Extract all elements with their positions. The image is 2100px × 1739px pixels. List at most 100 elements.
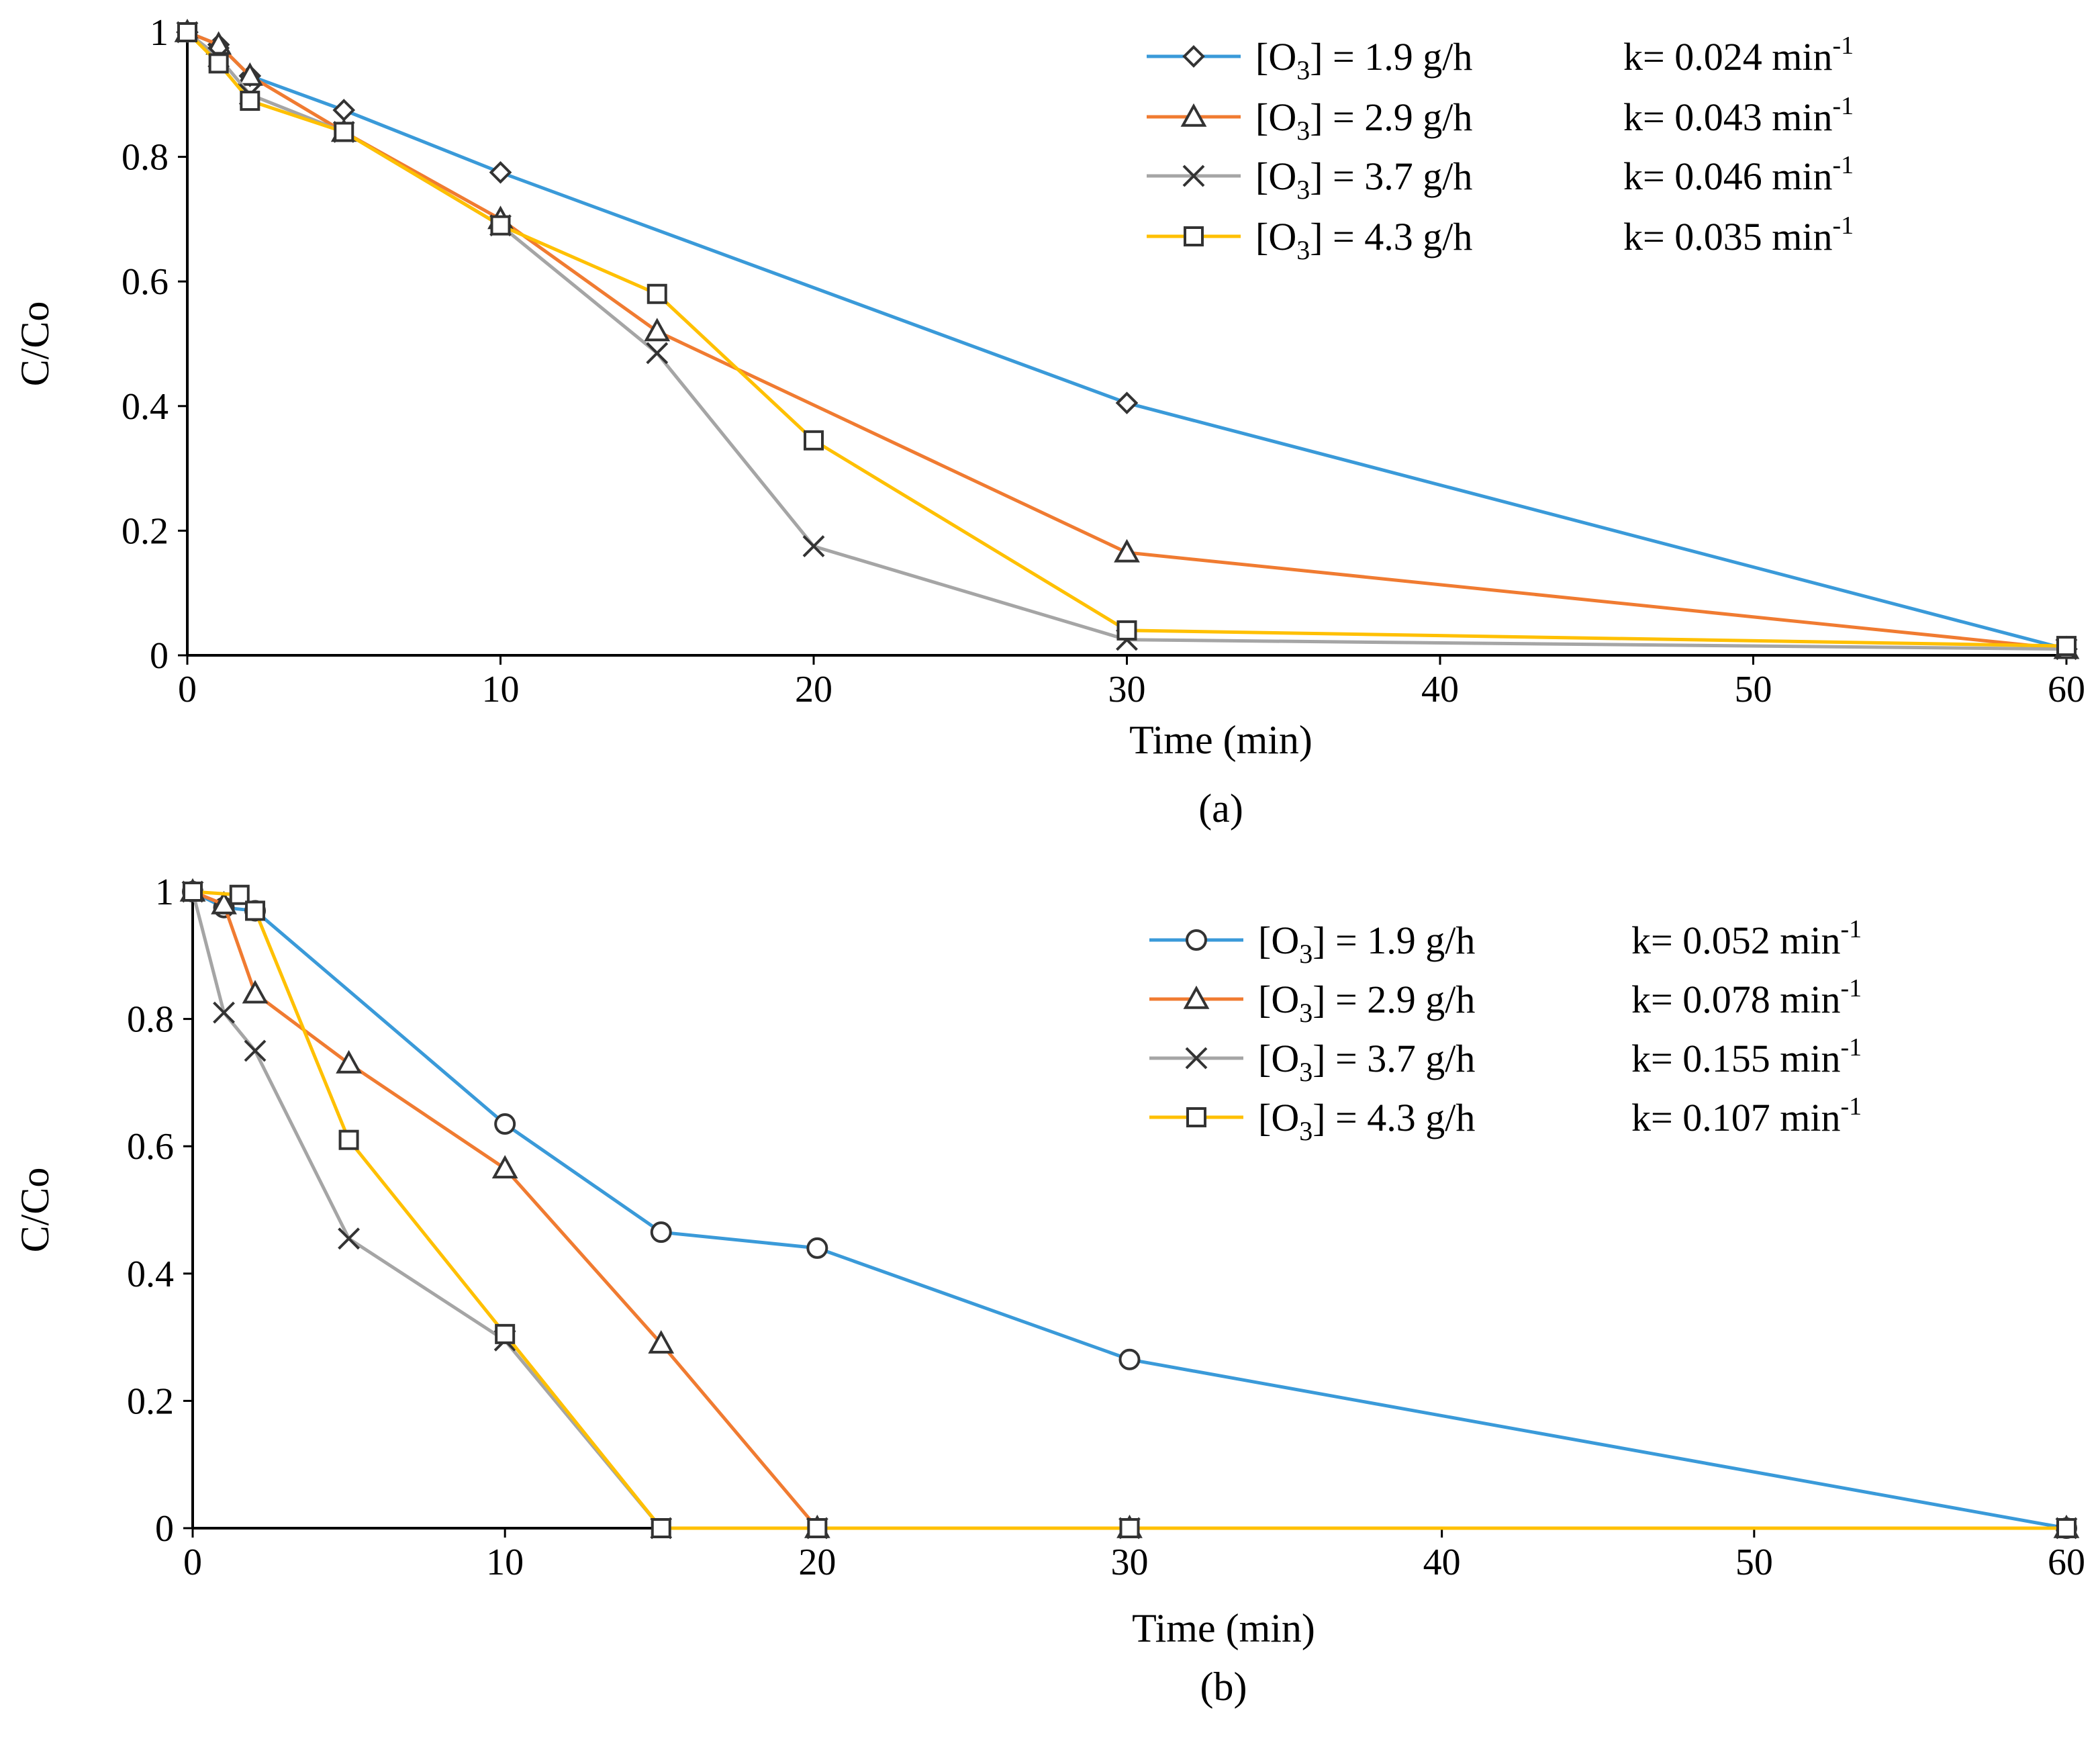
x-tick-label: 20 [795, 669, 832, 710]
legend-row-1: [O3] = 1.9 g/h k= 0.052 min-1 [1149, 915, 1862, 969]
series-3-point-stroke-2 [338, 1227, 360, 1250]
legend-row-3-k-part: k= 0.046 min [1623, 154, 1832, 198]
legend-row-3-k-superscript: -1 [1840, 1033, 1862, 1062]
series-2-point [491, 1155, 518, 1179]
legend-row-1: [O3] = 1.9 g/h k= 0.024 min-1 [1147, 32, 1854, 85]
legend-row-2-name-rest: ] = 2.9 g/h [1310, 95, 1472, 139]
y-tick-label: 0.8 [127, 999, 174, 1041]
legend-row-4: [O3] = 4.3 g/h k= 0.035 min-1 [1147, 211, 1854, 265]
legend-row-4-k-part: k= 0.107 min [1631, 1096, 1840, 1139]
legend-row-2: [O3] = 2.9 g/h k= 0.043 min-1 [1147, 92, 1854, 146]
legend-row-3-k-superscript: -1 [1832, 151, 1854, 179]
legend-row-4-k: k= 0.035 min-1 [1623, 211, 1854, 258]
legend-row-3-name-rest: ] = 3.7 g/h [1310, 154, 1472, 198]
legend-row-1-name-rest: ] = 1.9 g/h [1310, 35, 1472, 79]
legend-row-3-k: k= 0.155 min-1 [1631, 1033, 1862, 1080]
legend-row-2-k: k= 0.043 min-1 [1623, 92, 1854, 139]
series-4-point [2056, 1518, 2077, 1538]
x-tick-label: 50 [1735, 1542, 1773, 1583]
series-1-point [489, 160, 512, 184]
x-axis-title: Time (min) [1129, 718, 1312, 762]
legend-row-1-swatch-marker [1186, 929, 1207, 951]
y-tick-label: 0.6 [127, 1126, 174, 1168]
legend-row-1-name-subscript: 3 [1296, 55, 1310, 85]
series-3-point-stroke-2 [213, 1001, 235, 1024]
y-tick-label: 0.6 [122, 261, 169, 303]
legend-row-4-name: [O3] = 4.3 g/h [1255, 215, 1472, 265]
legend-row-4-k-superscript: -1 [1840, 1092, 1862, 1121]
series-4-point [651, 1518, 671, 1538]
legend-row-4-k: k= 0.107 min-1 [1631, 1092, 1862, 1139]
series-3-point [213, 1001, 235, 1024]
series-4-point [1119, 1518, 1140, 1538]
series-3-point [802, 535, 825, 558]
legend-row-1-swatch-marker [1182, 45, 1205, 68]
series-4-point [240, 91, 260, 111]
legend-row-1-name: [O3] = 1.9 g/h [1258, 919, 1475, 969]
legend-row-1-name-subscript: 3 [1299, 939, 1312, 969]
x-tick-label: 10 [486, 1542, 524, 1583]
legend-row-2-name: [O3] = 2.9 g/h [1255, 95, 1472, 146]
legend-row-4-name-part: [O [1255, 215, 1296, 258]
series-2-point [205, 31, 232, 55]
y-tick-label: 1 [155, 872, 174, 913]
legend-row-4: [O3] = 4.3 g/h k= 0.107 min-1 [1149, 1092, 1862, 1146]
series-3-point [244, 1039, 267, 1062]
x-tick-label: 60 [2048, 1542, 2085, 1583]
panel-label: (b) [1200, 1664, 1247, 1709]
series-4-point [490, 215, 511, 236]
legend-row-2-k: k= 0.078 min-1 [1631, 974, 1862, 1021]
series-1-point [1115, 391, 1139, 414]
legend-row-3-swatch-marker [1182, 164, 1205, 187]
panel-a-chart: 0 10 20 30 40 50 60 0 0.2 0.4 0.6 0.8 1 Time (min) C/C… [13, 12, 2085, 831]
series-1-point [494, 1113, 516, 1135]
legend-row-3-k: k= 0.046 min-1 [1623, 151, 1854, 198]
legend-row-2-name-rest: ] = 2.9 g/h [1312, 978, 1475, 1021]
x-tick-label: 10 [482, 669, 520, 710]
legend-row-2-name-part: [O [1258, 978, 1299, 1021]
series-4-point [183, 882, 203, 902]
series-2-point [211, 890, 237, 914]
series-3-point-stroke-2 [802, 535, 825, 558]
series-2-point [336, 1049, 362, 1074]
legend-row-2-name: [O3] = 2.9 g/h [1258, 978, 1475, 1028]
legend-row-1-name-rest: ] = 1.9 g/h [1312, 919, 1475, 962]
series-3-point-stroke-2 [646, 342, 669, 365]
series-4-point [245, 900, 266, 921]
legend-row-2-swatch-marker [1183, 985, 1210, 1009]
series-4-point [2056, 636, 2077, 657]
legend-row-2-name-part: [O [1255, 95, 1296, 139]
x-tick-label: 0 [178, 669, 197, 710]
series-3-point [646, 342, 669, 365]
x-tick-label: 50 [1735, 669, 1772, 710]
legend-row-3-swatch-marker-stroke-2 [1182, 164, 1205, 187]
x-tick-label: 60 [2048, 669, 2085, 710]
legend-row-1-k-superscript: -1 [1832, 32, 1854, 60]
y-tick-label: 0.2 [127, 1380, 174, 1422]
series-2-point [648, 1329, 675, 1354]
legend-row-4-k-superscript: -1 [1832, 211, 1854, 240]
legend-row-2-swatch-marker [1180, 103, 1207, 127]
series-4 [177, 22, 2077, 657]
legend-row-3-name-rest: ] = 3.7 g/h [1312, 1037, 1475, 1080]
legend-row-3: [O3] = 3.7 g/h k= 0.155 min-1 [1149, 1033, 1862, 1087]
series-1-point [650, 1221, 672, 1243]
panel-b-chart: 0 10 20 30 40 50 60 0 0.2 0.4 0.6 0.8 1 Time (min) C/C… [13, 872, 2085, 1709]
y-tick-label: 0.8 [122, 137, 169, 179]
legend-row-4-name-rest: ] = 4.3 g/h [1310, 215, 1472, 258]
series-3-point [338, 1227, 360, 1250]
series-1-point [332, 99, 356, 122]
x-tick-label: 20 [798, 1542, 836, 1583]
legend-row-2-name-subscript: 3 [1296, 115, 1310, 146]
series-2-point [644, 318, 671, 342]
y-axis-title: C/Co [13, 301, 57, 387]
legend-row-2-name-subscript: 3 [1299, 998, 1312, 1028]
legend-row-3-swatch-marker-stroke-2 [1185, 1047, 1208, 1070]
legend-row-2-k-part: k= 0.043 min [1623, 95, 1832, 139]
x-axis-title: Time (min) [1132, 1606, 1315, 1650]
legend-row-1-name: [O3] = 1.9 g/h [1255, 35, 1472, 85]
series-2-point [1114, 538, 1140, 563]
legend-row-2: [O3] = 2.9 g/h k= 0.078 min-1 [1149, 974, 1862, 1028]
y-tick-label: 0.2 [122, 510, 169, 552]
